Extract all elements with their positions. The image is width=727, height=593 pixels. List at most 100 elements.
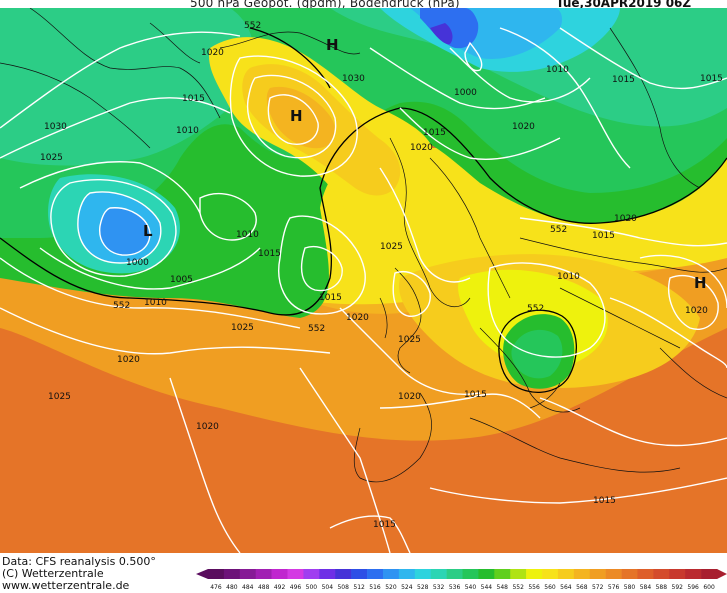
isobar-label: 1020 [614,214,637,224]
geopotential-band-536 [0,8,254,166]
legend-tick-label: 532 [433,584,445,591]
geopotential-label: 552 [308,324,325,334]
legend-tick-label: 524 [401,584,413,591]
legend-swatch [223,569,241,579]
legend-tick-label: 548 [497,584,509,591]
legend-arrow-left [196,569,208,579]
isobar-label: 1000 [454,88,477,98]
isobar-label: 1030 [44,122,67,132]
legend-swatch [542,569,559,579]
isobar-label: 1000 [126,258,149,268]
legend-tick-label: 564 [560,584,572,591]
legend-tick-label: 500 [306,584,318,591]
legend-swatch [351,569,368,579]
legend-tick-label: 496 [290,584,302,591]
isobar-label: 1010 [557,272,580,282]
geopotential-labels: 552 552 552 552 552 552 [113,21,567,334]
legend-tick-label: 488 [258,584,270,591]
legend-ticks: 476 480 484 488 492 496 500 504 508 512 516 520 524 5… [210,584,715,591]
low-center-l: L [143,222,153,240]
legend-tick-label: 492 [274,584,286,591]
legend-swatch [557,569,575,579]
legend-tick-label: 516 [369,584,381,591]
isobars [0,27,727,553]
legend-swatches [196,569,727,579]
legend-tick-label: 520 [385,584,397,591]
legend-tick-label: 544 [481,584,493,591]
isobar-label: 1020 [512,122,535,132]
legend-tick-label: 560 [544,584,556,591]
legend-swatch [605,569,622,579]
legend-swatch [382,569,400,579]
legend-swatch [319,569,336,579]
legend-swatch [589,569,606,579]
isobar-label: 1020 [201,48,224,58]
website-link[interactable]: www.wetterzentrale.de [2,579,130,592]
legend-tick-label: 580 [624,584,636,591]
isobar-label: 1015 [700,74,723,84]
legend-tick-label: 556 [528,584,540,591]
legend-swatch [478,569,495,579]
legend-swatch [367,569,384,579]
isobar-label: 1025 [48,392,71,402]
geopotential-label: 552 [550,225,567,235]
legend-tick-label: 540 [465,584,477,591]
map-title: 500 hPa Geopot. (gpdm), Bodendruck (hPa) [190,0,460,10]
legend-tick-label: 476 [210,584,222,591]
legend-tick-label: 584 [640,584,652,591]
legend-tick-label: 572 [592,584,604,591]
isobar-label: 1010 [144,298,167,308]
legend-swatch [510,569,527,579]
legend-swatch [239,569,257,579]
isobar-label: 1025 [398,335,421,345]
isobar-label: 1010 [546,65,569,75]
isobar-label: 1010 [236,230,259,240]
isobar-label: 1020 [346,313,369,323]
legend-swatch [414,569,431,579]
ridge-568 [266,86,336,149]
isobar-label: 1025 [40,153,63,163]
coastlines [0,8,727,483]
geopotential-band-500 [430,23,453,45]
isobar-label: 1015 [182,94,205,104]
legend-swatch [653,569,670,579]
geopotential-label: 552 [113,301,130,311]
isobar-label: 1015 [423,128,446,138]
isobar-label: 1015 [258,249,281,259]
isobar-label: 1020 [398,392,421,402]
legend-swatch [430,569,447,579]
isobar-label: 1015 [319,293,342,303]
legend-swatch [255,569,272,579]
legend-tick-label: 576 [608,584,620,591]
isobar-label: 1005 [170,275,193,285]
legend-tick-label: 568 [576,584,588,591]
isobar-label: 1020 [410,143,433,153]
legend-swatch [398,569,416,579]
legend-swatch [621,569,638,579]
legend-swatch [271,569,288,579]
cutoff-low-540 [511,329,563,379]
isobar-label: 1015 [464,390,487,400]
isobar-label: 1025 [231,323,254,333]
legend-tick-label: 484 [242,584,254,591]
legend-swatch [526,569,543,579]
chart-header: 500 hPa Geopot. (gpdm), Bodendruck (hPa)… [0,0,727,12]
legend-tick-label: 508 [337,584,349,591]
high-center-north: H [326,36,339,54]
legend-swatch [287,569,304,579]
legend-swatch [494,569,511,579]
data-source: Data: CFS reanalysis 0.500° [2,555,156,568]
isobar-labels: 1020 1015 1010 1030 1025 1000 1005 1010 … [40,48,723,530]
isobar-label: 1015 [612,75,635,85]
isobar-label: 1020 [117,355,140,365]
geopotential-label: 552 [527,304,544,314]
legend-swatch [208,569,225,579]
isobar-label: 1015 [592,231,615,241]
legend-swatch [303,569,320,579]
weather-map: L H H H 1020 1015 1010 1030 1025 1000 10… [0,8,727,553]
legend-swatch [462,569,479,579]
isobar-label: 1015 [593,496,616,506]
valid-time: Tue,30APR2019 06Z [556,0,692,10]
legend-tick-label: 536 [449,584,461,591]
legend-tick-label: 504 [322,584,334,591]
